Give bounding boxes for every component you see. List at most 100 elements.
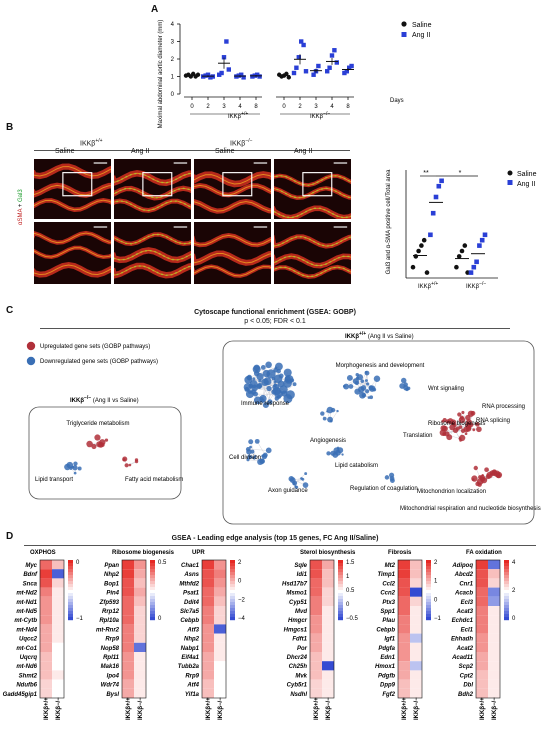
colorbar-segment [504, 602, 509, 606]
network-node [262, 452, 268, 458]
panel-d-rule [24, 545, 536, 546]
heat-cell [134, 587, 146, 597]
heat-cell [40, 578, 52, 588]
heat-cell [122, 670, 134, 680]
heat-cell [52, 679, 64, 689]
heat-cell [134, 652, 146, 662]
network-node [343, 383, 350, 390]
heat-cell [40, 633, 52, 643]
network-node [249, 380, 258, 389]
heat-cell [322, 652, 334, 662]
colorbar-segment [230, 617, 235, 621]
network-node [336, 409, 339, 413]
colorbar-segment [504, 605, 509, 609]
heat-cell [52, 688, 64, 698]
colorbar-segment [150, 584, 155, 588]
gal3-signal [274, 174, 351, 186]
data-point [316, 63, 321, 69]
colorbar-segment [426, 569, 431, 573]
sig-marker-1: ** [423, 170, 429, 177]
colorbar-segment [504, 584, 509, 588]
tissue-fiber [34, 264, 111, 276]
quant-point [439, 178, 444, 184]
panel-c-network: Upregulated gene sets (GOBP pathways) Do… [26, 331, 541, 525]
col-ang-1: Ang II [131, 148, 150, 155]
left-box-title: IKKβ−/− (Ang II vs Saline) [70, 395, 139, 404]
gene-label: Nhp2 [184, 637, 200, 643]
label-wnt: Wnt signaling [428, 386, 464, 392]
network-node [320, 411, 325, 416]
colorbar-segment [230, 599, 235, 603]
heatmap-x-label: IKKβ−/− [218, 697, 224, 720]
heat-cell [322, 560, 334, 570]
tissue-fiber [194, 253, 271, 264]
colorbar-label: −0.5 [346, 616, 359, 622]
data-point [205, 72, 211, 77]
colorbar-segment [338, 575, 343, 579]
gal3-signal [274, 255, 351, 267]
gene-label: Ch25h [289, 664, 308, 670]
gene-label: Bdh2 [458, 692, 474, 698]
heat-cell [310, 578, 322, 588]
heat-cell [310, 587, 322, 597]
gene-label: mt-Co1 [16, 646, 37, 652]
network-node [272, 387, 281, 396]
heat-cell [488, 688, 500, 698]
days-label: Days [390, 98, 404, 104]
network-node [460, 428, 466, 434]
heat-cell [52, 578, 64, 588]
gene-label: Snca [23, 581, 38, 587]
heat-cell [398, 642, 410, 652]
colorbar-label: 1.5 [346, 560, 355, 566]
heat-cell [410, 679, 422, 689]
heatmap-frame [39, 559, 65, 699]
heat-cell [410, 661, 422, 671]
quant-point [433, 194, 439, 200]
quant-point [424, 270, 430, 275]
network-node [360, 385, 367, 391]
heat-cell [134, 670, 146, 680]
data-point [219, 70, 224, 76]
label-cell-division: Cell division [229, 455, 261, 461]
gene-label: mt-Nd1 [16, 600, 37, 606]
network-edge [248, 449, 269, 451]
data-point [347, 65, 352, 70]
panel-b-col-header: IKKβ+/+ IKKβ−/− [34, 138, 350, 152]
network-node [301, 477, 305, 481]
quant-point [462, 243, 468, 248]
gene-label: Tubb2a [178, 664, 200, 670]
colorbar-label: 2 [512, 588, 516, 594]
colorbar-segment [426, 608, 431, 612]
heat-cell [40, 615, 52, 625]
heat-cell [410, 624, 422, 634]
heat-cell [214, 661, 226, 671]
network-node [250, 449, 255, 454]
colorbar-segment [68, 605, 73, 609]
colorbar-segment [504, 587, 509, 591]
data-point [221, 55, 227, 60]
heat-cell [310, 688, 322, 698]
micrograph-ang-ko-low [273, 158, 352, 220]
heat-cell [202, 578, 214, 588]
data-point [203, 73, 208, 78]
network-node [473, 465, 478, 471]
heat-cell [310, 633, 322, 643]
heat-cell [398, 661, 410, 671]
colorbar-segment [150, 578, 155, 582]
heat-cell [52, 587, 64, 597]
colorbar-segment [230, 572, 235, 576]
data-point [239, 72, 244, 77]
gene-label: Ccl2 [382, 581, 395, 587]
gene-label: mt-Nd6 [16, 664, 37, 670]
x-tick-label: 0 [282, 104, 286, 110]
gene-label: Myc [25, 563, 37, 569]
colorbar-segment [338, 581, 343, 585]
heat-cell [134, 661, 146, 671]
network-node [77, 466, 82, 471]
gene-label: Chac1 [181, 563, 200, 569]
network-node [265, 447, 272, 454]
gene-label: mt-Nd5 [16, 609, 37, 615]
micrograph-saline-wt-high [33, 221, 112, 285]
data-point [342, 70, 347, 76]
heat-cell [202, 688, 214, 698]
